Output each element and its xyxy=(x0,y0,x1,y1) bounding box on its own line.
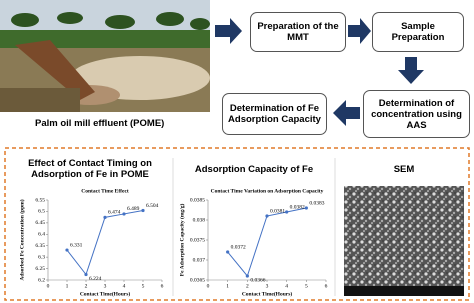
photo-caption: Palm oil mill effluent (POME) xyxy=(35,118,165,129)
data-label: 0.0381 xyxy=(270,208,285,214)
x-tick-label: 5 xyxy=(142,283,145,289)
data-line xyxy=(227,207,307,278)
data-label: 0.0382 xyxy=(290,204,305,210)
pome-photo xyxy=(0,0,210,112)
x-tick-label: 0 xyxy=(207,283,210,289)
data-label: 6.474 xyxy=(108,210,121,216)
y-tick-label: 6.2 xyxy=(38,277,45,283)
y-axis-label: Adsorbed Fe Concentration (ppm) xyxy=(18,199,25,280)
results-frame xyxy=(4,147,470,301)
data-label: 6.504 xyxy=(146,203,159,209)
data-label: 0.0383 xyxy=(309,200,324,206)
data-label: 6.224 xyxy=(89,276,102,282)
x-axis-label: Contact Time(Hours) xyxy=(242,290,293,297)
data-point xyxy=(265,214,269,218)
step-box: Determination of Fe Adsorption Capacity xyxy=(222,93,327,135)
sem-info-bar xyxy=(344,286,464,296)
x-tick-label: 0 xyxy=(47,283,50,289)
flow-arrows xyxy=(215,18,424,126)
data-point xyxy=(141,208,145,213)
data-point xyxy=(245,274,249,278)
x-tick-label: 5 xyxy=(305,283,308,289)
y-tick-label: 0.0365 xyxy=(190,277,205,283)
y-tick-label: 0.0375 xyxy=(190,237,205,243)
x-tick-label: 3 xyxy=(266,283,269,289)
y-tick-label: 6.5 xyxy=(38,209,45,215)
data-point xyxy=(103,215,107,219)
y-tick-label: 6.4 xyxy=(38,232,45,238)
data-point xyxy=(122,212,126,216)
y-tick-label: 0.0385 xyxy=(190,197,205,203)
step-box: Preparation of the MMT xyxy=(250,12,346,52)
data-label: 0.0366 xyxy=(250,277,265,283)
data-point xyxy=(285,210,289,214)
panel-heading: SEM xyxy=(393,164,415,175)
sem-image xyxy=(344,186,464,296)
x-tick-label: 2 xyxy=(246,283,249,289)
panel-heading: Effect of Contact Timing on Adsorption o… xyxy=(28,158,152,180)
data-point xyxy=(226,250,230,254)
arrow xyxy=(398,57,424,84)
y-axis-label: Fe Adsorption Capacity (mg/g) xyxy=(178,204,185,277)
data-point xyxy=(65,248,69,252)
arrow xyxy=(348,18,371,44)
data-label: 6.331 xyxy=(70,242,83,248)
y-tick-label: 6.3 xyxy=(38,254,45,260)
panel-heading: Adsorption Capacity of Fe xyxy=(194,164,314,175)
data-point xyxy=(84,272,88,277)
x-tick-label: 4 xyxy=(123,283,126,289)
y-tick-label: 0.038 xyxy=(193,217,206,223)
x-tick-label: 2 xyxy=(85,283,88,289)
y-tick-label: 6.25 xyxy=(35,266,45,272)
x-tick-label: 3 xyxy=(104,283,107,289)
step-box: Sample Preparation xyxy=(372,12,464,52)
arrow xyxy=(215,18,242,44)
data-point xyxy=(304,206,308,210)
y-tick-label: 6.55 xyxy=(35,197,45,203)
x-tick-label: 4 xyxy=(285,283,288,289)
arrow xyxy=(333,100,360,126)
step-box: Determination of concentration using AAS xyxy=(363,90,470,138)
chart-title: Contact Time Effect xyxy=(81,188,129,194)
x-tick-label: 1 xyxy=(226,283,229,289)
y-tick-label: 6.35 xyxy=(35,243,45,249)
x-tick-label: 1 xyxy=(66,283,69,289)
data-label: 0.0372 xyxy=(231,244,246,250)
data-label: 6.489 xyxy=(127,206,140,212)
y-tick-label: 6.45 xyxy=(35,220,45,226)
y-tick-label: 0.037 xyxy=(193,257,206,263)
chart-title: Contact Time Variation on Adsorption Cap… xyxy=(211,188,324,194)
x-tick-label: 6 xyxy=(161,283,164,289)
x-axis-label: Contact Time(Hours) xyxy=(80,290,131,297)
x-tick-label: 6 xyxy=(325,283,328,289)
